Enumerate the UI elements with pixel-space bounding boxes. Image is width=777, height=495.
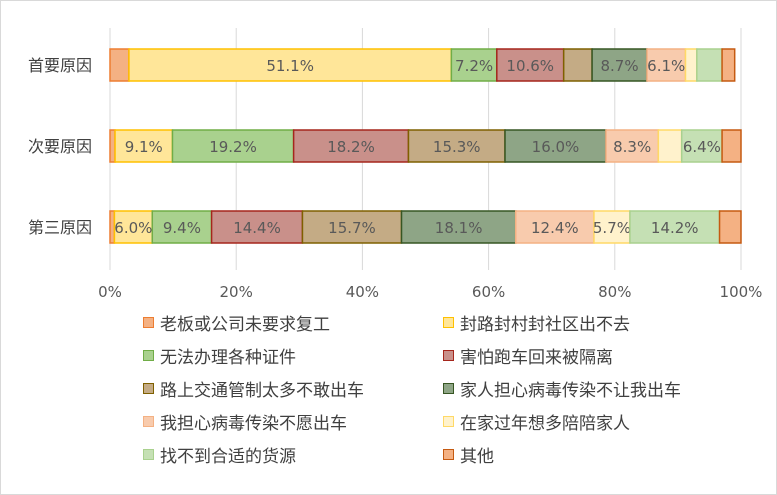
data-label: 14.4%	[233, 219, 281, 237]
data-label: 51.1%	[266, 57, 314, 75]
bar-segment	[504, 129, 607, 163]
data-label: 7.2%	[455, 57, 493, 75]
bar-segment	[646, 48, 687, 82]
data-label: 16.0%	[532, 138, 580, 156]
data-label: 19.2%	[209, 138, 257, 156]
category-label: 第三原因	[28, 218, 92, 237]
bar-segment	[629, 210, 721, 244]
data-label: 8.7%	[600, 57, 638, 75]
bar-segment	[301, 210, 403, 244]
category-label: 次要原因	[28, 137, 92, 156]
x-tick-label: 100%	[720, 283, 763, 301]
data-label: 9.1%	[125, 138, 163, 156]
bar-segment	[407, 129, 506, 163]
bar-segment	[400, 210, 517, 244]
bar-segment	[721, 48, 736, 82]
bar-segment	[696, 48, 723, 82]
data-label: 18.1%	[435, 219, 483, 237]
data-label: 9.4%	[163, 219, 201, 237]
data-label: 6.4%	[683, 138, 721, 156]
x-tick-label: 60%	[472, 283, 505, 301]
bar-segment	[591, 48, 648, 82]
bar-segment	[680, 129, 723, 163]
bar-segment	[151, 210, 213, 244]
bar-segment	[718, 210, 742, 244]
data-label: 6.0%	[114, 219, 152, 237]
bar-segment	[109, 48, 130, 82]
data-label: 14.2%	[651, 219, 699, 237]
bar-segment	[109, 129, 116, 163]
bar-segment	[721, 129, 742, 163]
data-label: 8.3%	[613, 138, 651, 156]
x-tick-label: 40%	[346, 283, 379, 301]
bar-segment	[210, 210, 304, 244]
data-label: 12.4%	[531, 219, 579, 237]
data-label: 10.6%	[506, 57, 554, 75]
bar-segment	[113, 210, 154, 244]
x-tick-label: 0%	[98, 283, 122, 301]
bar-segment	[657, 129, 683, 163]
x-tick-label: 80%	[598, 283, 631, 301]
data-label: 5.7%	[593, 219, 631, 237]
data-label: 18.2%	[327, 138, 375, 156]
bar-segment	[684, 48, 698, 82]
bar-segment	[114, 129, 174, 163]
data-label: 6.1%	[647, 57, 685, 75]
bar-segment	[496, 48, 565, 82]
data-label: 15.7%	[328, 219, 376, 237]
data-label: 15.3%	[433, 138, 481, 156]
category-label: 首要原因	[28, 56, 92, 75]
bar-segment	[292, 129, 410, 163]
bar-segment	[171, 129, 295, 163]
bar-segment	[562, 48, 593, 82]
x-tick-label: 20%	[220, 283, 253, 301]
bar-segment	[514, 210, 595, 244]
bar-segment	[605, 129, 660, 163]
